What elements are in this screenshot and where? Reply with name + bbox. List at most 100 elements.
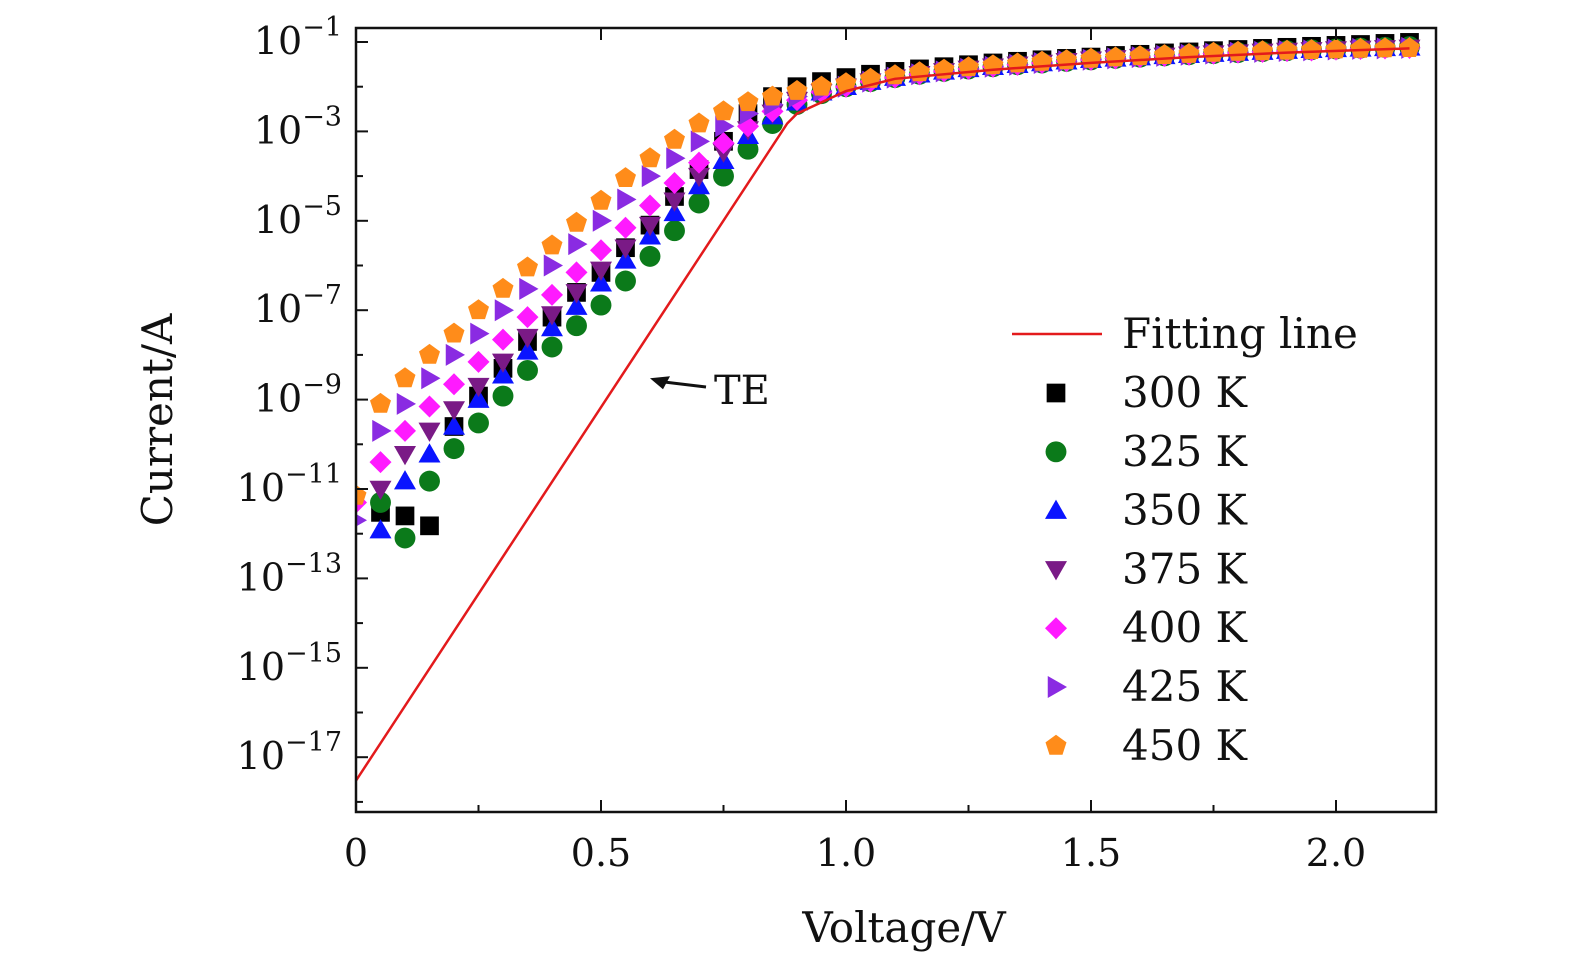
data-point [420, 516, 439, 536]
data-point [615, 270, 636, 292]
y-tick-label: 10−7 [254, 280, 342, 331]
annotation-arrowhead [650, 376, 670, 390]
data-point [445, 343, 465, 366]
legend-fit-label: Fitting line [1122, 309, 1358, 358]
legend-label: 300 K [1122, 368, 1249, 417]
y-tick-label: 10−5 [254, 191, 342, 242]
data-point [811, 75, 832, 96]
legend-label: 350 K [1122, 486, 1249, 535]
data-point [565, 295, 588, 315]
data-point [712, 132, 735, 155]
data-point [566, 211, 587, 232]
data-point [713, 100, 734, 121]
data-point [592, 209, 612, 232]
y-axis-title: Current/A [133, 313, 182, 526]
data-point [421, 367, 441, 390]
data-point [516, 306, 539, 329]
y-tick-label: 10−13 [237, 548, 342, 599]
data-point [615, 167, 636, 187]
data-point [394, 445, 416, 466]
data-point [688, 167, 710, 188]
data-point [394, 470, 416, 490]
data-point [1252, 40, 1273, 61]
data-point [517, 256, 538, 277]
x-axis-title: Voltage/V [801, 903, 1006, 952]
data-point [443, 438, 465, 460]
data-point [356, 513, 367, 527]
data-point [590, 272, 612, 292]
data-point [688, 151, 710, 174]
data-point [468, 412, 489, 434]
data-point [614, 239, 637, 259]
data-point [666, 147, 686, 170]
data-point [762, 85, 783, 106]
data-point [541, 306, 563, 326]
data-point [418, 422, 441, 442]
y-tick-label: 10−11 [237, 459, 342, 510]
data-point [492, 364, 514, 384]
data-point [786, 80, 808, 100]
data-point [470, 322, 490, 345]
data-point [372, 419, 392, 442]
data-point [517, 359, 538, 381]
data-point [494, 299, 514, 322]
axes-layer: 0 0.5 1.0 1.5 2.0 10−1 10−3 10−5 10−7 10−9 10−11 10… [237, 12, 1367, 875]
data-point [396, 392, 416, 415]
data-point [418, 395, 441, 418]
data-point [370, 392, 391, 413]
data-point [543, 254, 563, 277]
data-point [639, 194, 661, 217]
data-point [639, 216, 661, 237]
data-point [590, 294, 612, 316]
data-point [688, 112, 710, 133]
data-point [566, 315, 587, 337]
legend-marker [1047, 676, 1067, 698]
legend-label: 450 K [1122, 721, 1249, 770]
data-point [394, 527, 416, 549]
annotation-layer: TE [650, 368, 770, 414]
legend-marker [1045, 561, 1067, 581]
data-point [467, 377, 490, 398]
data-point [541, 283, 563, 306]
data-point [369, 480, 392, 500]
data-point [1325, 38, 1347, 59]
data-point [516, 340, 539, 360]
plot-frame [354, 26, 1438, 814]
legend-marker [1046, 383, 1066, 403]
fitting-line [356, 47, 1410, 782]
data-point [713, 165, 734, 187]
series-400-k [356, 36, 1421, 514]
legend-marker [1045, 441, 1067, 463]
data-point [565, 284, 588, 304]
data-point [1301, 39, 1322, 59]
data-point [614, 216, 637, 239]
data-point [690, 130, 710, 153]
x-tick-label: 0 [344, 831, 368, 875]
data-point [1374, 37, 1396, 58]
series-layer [356, 33, 1421, 549]
x-tick-label: 1.5 [1061, 831, 1121, 875]
data-point [516, 328, 539, 349]
data-point [1399, 37, 1420, 57]
data-point [519, 277, 539, 300]
data-point [419, 343, 440, 364]
y-tick-label: 10−1 [254, 12, 342, 63]
data-point [395, 506, 415, 526]
data-point [492, 328, 514, 351]
data-point [664, 220, 685, 242]
data-point [835, 72, 857, 93]
data-point [639, 147, 661, 168]
data-point [492, 385, 514, 407]
data-point [663, 192, 686, 212]
y-tick-label: 10−15 [237, 638, 342, 689]
data-point [541, 336, 563, 358]
data-point [617, 188, 637, 211]
data-point [568, 233, 588, 256]
data-point [394, 419, 416, 442]
y-tick-label: 10−9 [254, 370, 342, 421]
data-point [663, 172, 686, 195]
data-point [370, 492, 391, 513]
legend: Fitting line 300 K 325 K 350 K 375 K 400 K 425… [1012, 309, 1358, 770]
data-point [541, 316, 563, 337]
